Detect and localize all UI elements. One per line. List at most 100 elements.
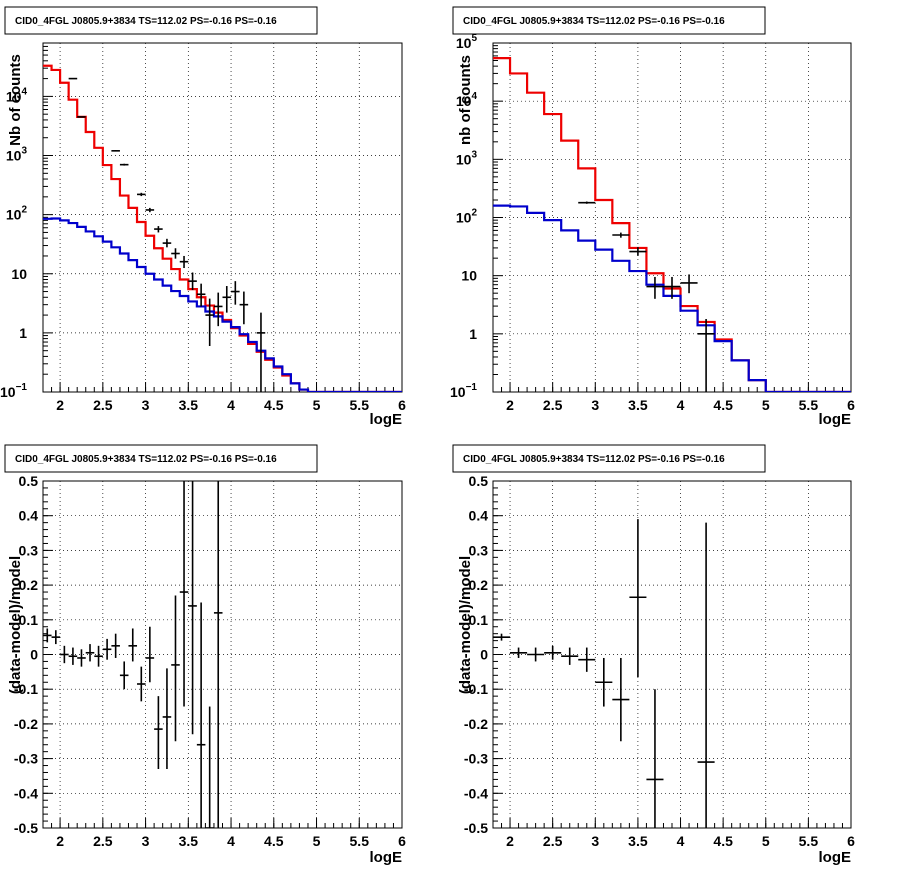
y-tick-label: 0.2 — [469, 577, 489, 593]
x-tick-label: 3 — [591, 833, 599, 849]
x-tick-label: 5.5 — [350, 833, 370, 849]
data-point — [85, 644, 95, 662]
y-tick-label: 10−1 — [450, 382, 477, 400]
y-tick-label: 102 — [6, 205, 28, 223]
x-tick-label: 2.5 — [93, 397, 113, 413]
data-point — [663, 276, 681, 299]
y-tick-base: 1 — [469, 326, 477, 342]
chart-panel-3: 2 2.5 3 3.5 4 4.5 5 5.5 6 -0.5 -0.4 -0.3 -0.2 -0.1 0 0.… — [4, 444, 406, 866]
y-tick-exponent: 5 — [471, 33, 477, 44]
x-tick-label: 6 — [398, 833, 406, 849]
y-tick-label: -0.3 — [14, 751, 38, 767]
y-tick-label: 104 — [6, 86, 28, 104]
y-tick-label: 10−1 — [0, 382, 27, 400]
y-tick-label: 0 — [480, 647, 488, 663]
data-point — [162, 238, 172, 248]
x-axis-label: logE — [819, 849, 852, 866]
data-point — [561, 647, 579, 665]
title-box — [452, 6, 766, 35]
data-point — [595, 657, 613, 707]
x-tick-label: 2 — [506, 833, 514, 849]
plot-area — [43, 481, 223, 828]
panel-title: CID0_4FGL J0805.9+3834 TS=112.02 PS=-0.1… — [463, 16, 725, 27]
chart-panel-4: 2 2.5 3 3.5 4 4.5 5 5.5 6 -0.5 -0.4 -0.3 -0.2 -0.1 0 0.… — [452, 444, 855, 866]
y-tick-base: 10 — [6, 207, 22, 223]
y-axis-label: Nb of counts — [7, 54, 24, 146]
title-box — [452, 444, 766, 473]
plot-area — [493, 57, 851, 392]
data-point — [680, 274, 698, 294]
y-tick-label: 104 — [456, 91, 478, 109]
y-tick-label: 0.4 — [19, 508, 39, 524]
y-tick-base: 10 — [11, 266, 27, 282]
x-tick-label: 3.5 — [179, 397, 199, 413]
plot-area — [493, 519, 715, 828]
data-point — [205, 298, 214, 346]
x-tick-label: 3 — [591, 397, 599, 413]
x-tick-label: 4.5 — [264, 397, 284, 413]
panel-title: CID0_4FGL J0805.9+3834 TS=112.02 PS=-0.1… — [15, 454, 277, 465]
y-tick-label: 0.5 — [469, 473, 489, 489]
y-tick-label: 0.3 — [19, 542, 39, 558]
x-tick-label: 2 — [56, 397, 64, 413]
x-tick-label: 3 — [142, 397, 150, 413]
y-tick-exponent: 2 — [471, 208, 477, 219]
data-point — [128, 628, 138, 662]
y-tick-base: 10 — [450, 384, 466, 400]
data-point — [493, 633, 511, 641]
plot-area — [43, 64, 402, 392]
y-tick-label: 0.4 — [469, 508, 489, 524]
y-tick-base: 10 — [456, 35, 472, 51]
x-tick-label: 6 — [847, 833, 855, 849]
model-component-line — [43, 217, 402, 392]
x-tick-label: 4.5 — [713, 397, 733, 413]
data-point — [196, 283, 206, 307]
data-point — [612, 657, 630, 742]
y-axis-label: nb of counts — [457, 55, 474, 145]
y-tick-label: -0.5 — [14, 820, 38, 836]
y-tick-label: 0.1 — [469, 612, 489, 628]
x-tick-label: 5 — [313, 397, 321, 413]
y-tick-base: 1 — [19, 325, 27, 341]
data-point — [43, 628, 52, 643]
data-point — [111, 633, 120, 658]
data-point — [629, 519, 647, 678]
x-tick-label: 5 — [762, 397, 770, 413]
data-point — [179, 481, 189, 707]
x-tick-label: 4.5 — [264, 833, 284, 849]
data-point — [222, 286, 232, 313]
x-tick-label: 3.5 — [628, 397, 648, 413]
data-point — [137, 192, 146, 197]
x-tick-label: 5.5 — [350, 397, 370, 413]
x-tick-label: 6 — [398, 397, 406, 413]
y-tick-exponent: 3 — [471, 149, 477, 160]
y-axis-label: (data-model)/model — [457, 556, 474, 694]
data-point — [188, 272, 197, 291]
data-point — [179, 255, 189, 269]
x-axis-label: logE — [370, 411, 403, 428]
y-tick-base: 10 — [6, 148, 22, 164]
data-point — [578, 201, 596, 204]
y-tick-exponent: 4 — [21, 86, 27, 97]
data-point — [544, 645, 562, 660]
data-point — [94, 645, 103, 667]
data-point — [697, 318, 715, 392]
x-tick-label: 5 — [313, 833, 321, 849]
x-tick-label: 4 — [227, 833, 235, 849]
data-point — [188, 481, 197, 735]
y-tick-label: 0.5 — [19, 473, 39, 489]
panel-title: CID0_4FGL J0805.9+3834 TS=112.02 PS=-0.1… — [463, 454, 725, 465]
data-point — [119, 661, 129, 690]
data-point — [231, 281, 240, 305]
y-tick-label: 103 — [6, 146, 28, 164]
y-tick-exponent: 4 — [471, 91, 477, 102]
data-point — [205, 706, 214, 828]
panel-title: CID0_4FGL J0805.9+3834 TS=112.02 PS=-0.1… — [15, 16, 277, 27]
x-tick-label: 2 — [506, 397, 514, 413]
y-tick-base: 10 — [456, 93, 472, 109]
y-tick-label: 0.1 — [19, 612, 39, 628]
data-point — [51, 630, 61, 645]
data-point — [60, 645, 69, 664]
y-tick-label: -0.2 — [464, 716, 488, 732]
